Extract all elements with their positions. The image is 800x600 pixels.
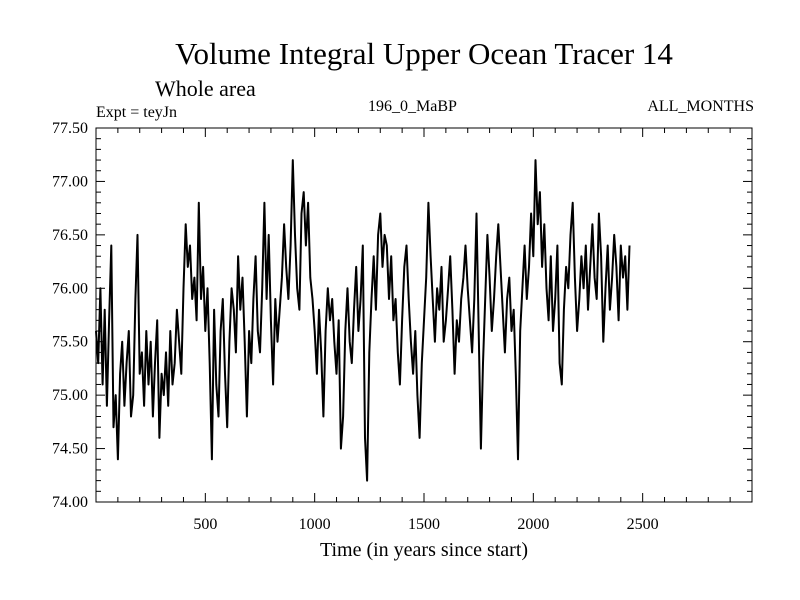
y-tick-label: 76.50	[52, 227, 88, 244]
experiment-label: Expt = teyJn	[96, 104, 177, 121]
chart-title: Volume Integral Upper Ocean Tracer 14	[175, 36, 673, 71]
y-tick-label: 74.50	[52, 441, 88, 458]
x-tick-label: 1500	[408, 516, 440, 533]
chart-subtitle: Whole area	[155, 76, 256, 101]
x-tick-label: 2000	[517, 516, 549, 533]
run-label: 196_0_MaBP	[368, 98, 457, 115]
axis-ticks	[96, 127, 752, 503]
y-tick-label: 77.00	[52, 173, 88, 190]
y-tick-label: 75.50	[52, 334, 88, 351]
y-tick-label: 75.00	[52, 387, 88, 404]
x-tick-label: 2500	[627, 516, 659, 533]
y-tick-label: 74.00	[52, 494, 88, 511]
series-line	[95, 159, 631, 482]
y-tick-label: 76.00	[52, 280, 88, 297]
x-tick-label: 1000	[299, 516, 331, 533]
axis-tick-labels: 500 1000 1500 2000 2500 74.00 74.50 75.00 75.50 7…	[52, 120, 659, 533]
y-tick-label: 77.50	[52, 120, 88, 137]
x-tick-label: 500	[193, 516, 217, 533]
x-axis-label: Time (in years since start)	[320, 539, 528, 561]
months-label: ALL_MONTHS	[647, 98, 754, 115]
